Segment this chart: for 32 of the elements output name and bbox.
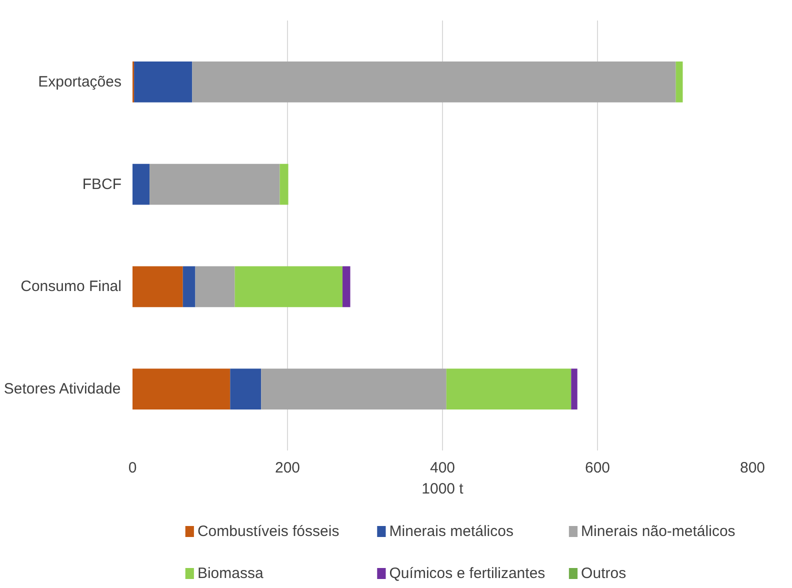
legend-label: Biomassa: [197, 565, 264, 582]
y-tick-label: Exportações: [38, 73, 122, 90]
y-tick-label: FBCF: [82, 176, 122, 193]
legend-label: Minerais metálicos: [389, 523, 514, 540]
bar: [261, 368, 446, 410]
bar: [342, 266, 350, 308]
bar: [132, 368, 230, 410]
bar: [230, 368, 262, 410]
x-tick-label: 600: [584, 460, 610, 476]
x-tick-label: 0: [128, 460, 137, 476]
bar: [571, 368, 578, 410]
bar: [280, 164, 288, 205]
y-tick-label: Setores Atividade: [4, 380, 121, 398]
x-axis-title: 1000 t: [422, 480, 464, 498]
bar: [134, 61, 192, 102]
bar: [676, 61, 683, 102]
bar: [446, 368, 572, 410]
legend-label: Químicos e fertilizantes: [389, 565, 546, 582]
x-tick-label: 400: [430, 460, 456, 476]
bar: [195, 266, 235, 308]
x-tick-label: 800: [740, 460, 766, 476]
legend-label: Combustíveis fósseis: [197, 523, 340, 540]
y-tick-label: Consumo Final: [20, 278, 122, 296]
bar: [150, 164, 280, 205]
legend-label: Minerais não-metálicos: [581, 523, 736, 540]
x-tick-label: 200: [274, 460, 300, 476]
bar: [192, 61, 676, 102]
bar: [132, 266, 183, 308]
legend-label: Outros: [581, 565, 626, 582]
bar: [132, 164, 150, 205]
bar: [234, 266, 343, 308]
bar: [182, 266, 196, 308]
